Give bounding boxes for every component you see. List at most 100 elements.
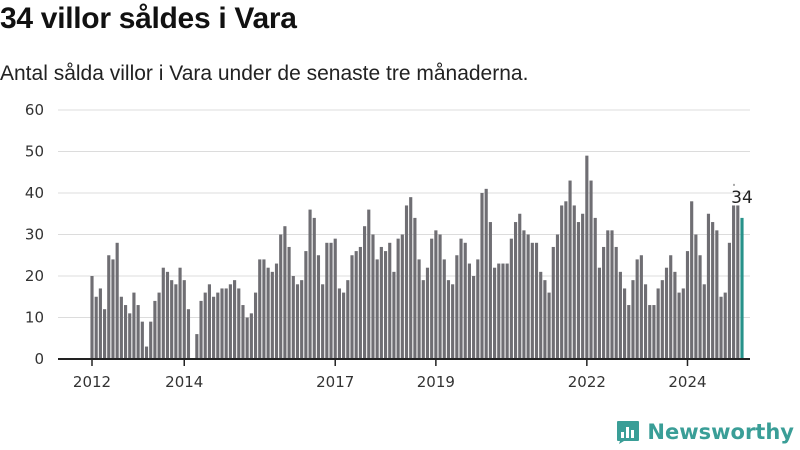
bar [375,259,379,359]
bar [212,296,216,359]
bar [342,292,346,359]
bar [597,267,601,359]
y-tick-label: 60 [25,101,44,119]
bar [396,238,400,359]
bar [518,213,522,359]
bar [274,263,279,359]
bar [639,255,643,359]
y-axis: 0 10 20 30 40 50 60 [25,101,44,368]
bar [702,284,706,359]
bar [643,284,648,359]
bar [115,242,119,359]
bar [312,217,316,359]
bar [446,280,451,359]
bar [237,288,241,359]
bar [186,309,191,359]
y-tick-label: 40 [25,184,44,202]
bar [576,222,581,359]
bar-latest [740,217,744,359]
annotations: 34 [731,183,753,208]
x-tick-label: 2024 [668,373,706,391]
bar [564,201,568,359]
y-tick-label: 10 [25,309,44,327]
bar [153,300,157,359]
bar [694,234,698,359]
y-tick-label: 50 [25,143,44,161]
bar [719,296,723,359]
bar [530,242,534,359]
bar [631,280,635,359]
y-tick-label: 20 [25,267,44,285]
bar [90,276,94,359]
bar [484,188,488,359]
bar [383,251,388,359]
bar [526,234,530,359]
bar [358,246,362,359]
bar [333,238,337,359]
bar [681,288,685,359]
bar [543,280,547,359]
bar [308,209,312,359]
bar [690,201,694,359]
bar [648,305,652,359]
bar [123,305,128,359]
bar [572,205,576,359]
bar [413,217,417,359]
bar [174,284,178,359]
bar [161,267,165,359]
bar [279,234,283,359]
bar [400,234,404,359]
bar [354,251,358,359]
bar [132,292,136,359]
bar [493,267,497,359]
bar [111,259,115,359]
bar [656,288,660,359]
bar [337,288,341,359]
bar [404,205,409,359]
x-tick-label: 2022 [568,373,606,391]
x-tick-label: 2019 [417,373,455,391]
bar [472,276,476,359]
bar [593,217,597,359]
newsworthy-logo-icon [617,421,640,444]
bar [421,280,425,359]
bar [497,263,501,359]
bar [300,280,304,359]
bar [363,226,367,359]
bar [555,234,560,359]
gridlines [58,109,750,318]
bar [606,230,610,359]
bar [673,271,677,359]
bar [346,280,350,359]
bar [266,267,270,359]
bar [207,284,211,359]
bar [287,246,291,359]
bar [505,263,509,359]
bar [253,292,258,359]
bar [652,305,656,359]
bar [182,280,186,359]
bar [325,242,329,359]
bar [467,263,471,359]
bar [732,205,736,359]
bar [199,300,203,359]
bar [220,288,224,359]
bar [103,309,107,359]
bar [149,321,153,359]
bar [321,284,325,359]
bar [425,267,430,359]
bar [627,305,631,359]
bar [316,255,321,359]
bar [291,276,295,359]
bar [430,238,434,359]
x-tick-label: 2017 [316,373,354,391]
bar [501,263,505,359]
bar [409,197,413,359]
bar [602,246,606,359]
chart-title: 34 villor såldes i Vara [0,2,297,35]
bar [442,259,446,359]
bar [144,346,149,359]
bar [623,288,627,359]
bar [560,205,564,359]
bar [715,230,719,359]
